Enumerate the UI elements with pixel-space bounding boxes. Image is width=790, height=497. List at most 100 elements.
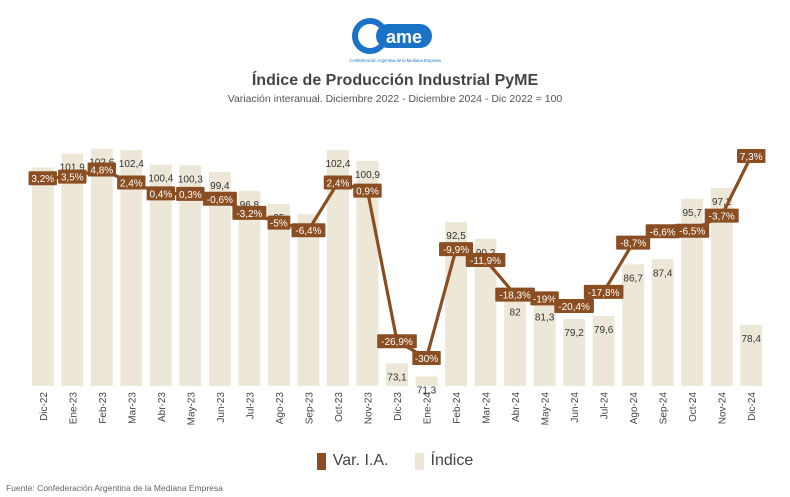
line-point-label: -9,9%	[443, 245, 469, 256]
bar-value-label: 97,2	[712, 197, 732, 208]
x-tick-label: Jul-24	[600, 392, 611, 420]
bar-value-label: 82	[510, 308, 522, 319]
bar-value-label: 71,3	[417, 386, 437, 397]
x-tick-label: Mar-24	[482, 392, 493, 424]
line-label-bg	[232, 205, 267, 220]
line-point-label: 3,5%	[61, 173, 84, 184]
line-label-bg	[645, 224, 680, 239]
line-point-label: -18,3%	[499, 291, 531, 302]
x-tick-label: May-23	[186, 392, 197, 426]
line-point-label: -20,4%	[558, 302, 590, 313]
bar	[297, 214, 320, 386]
bar	[149, 164, 172, 386]
line-label-bg	[58, 169, 87, 184]
line-point-label: 3,2%	[31, 174, 54, 185]
bar	[267, 203, 290, 386]
line-point-label: -26,9%	[381, 337, 413, 348]
x-tick-label: Jul-23	[245, 392, 256, 420]
x-tick-label: Abr-23	[157, 392, 168, 422]
x-tick-label: Ene-24	[423, 392, 434, 425]
bar-value-label: 92,5	[446, 231, 466, 242]
line-point-label: 2,4%	[120, 179, 143, 190]
bar	[327, 150, 349, 386]
chart-title: Índice de Producción Industrial PyME	[251, 72, 539, 89]
line-label-bg	[583, 284, 624, 299]
logo-caption: Confederación Argentina de la Mediana Em…	[349, 58, 441, 63]
bar-value-label: 102,4	[119, 159, 144, 170]
bar-value-label: 87,4	[653, 268, 673, 279]
line-label-bg	[323, 175, 353, 190]
line-label-bg	[737, 149, 766, 163]
line-label-bg	[377, 334, 417, 349]
bar-value-label: 101,9	[60, 163, 85, 174]
bar-value-label: 81,3	[535, 313, 555, 324]
chart-subtitle: Variación interanual. Diciembre 2022 - D…	[227, 93, 563, 105]
line-label-bg	[412, 351, 441, 365]
bar-value-label: 102,4	[325, 159, 350, 170]
bar	[651, 259, 674, 386]
bar	[120, 150, 143, 386]
bar	[31, 167, 54, 386]
line-label-bg	[495, 287, 535, 302]
bar	[474, 238, 497, 386]
x-tick-label: Ago-23	[275, 392, 286, 425]
bar	[710, 187, 733, 386]
line-label-bg	[439, 242, 474, 257]
line-point-label: 0,3%	[179, 190, 202, 201]
line-point-label: -17,8%	[588, 288, 620, 299]
bar-value-label: 73,1	[387, 372, 407, 383]
bar	[681, 198, 704, 386]
legend: Var. I.A. Índice	[0, 452, 790, 470]
legend-swatch-indice	[414, 452, 424, 470]
came-logo: ame Confederación Argentina de la Median…	[349, 18, 441, 63]
line-label-bg	[291, 223, 326, 238]
line-point-label: 0,4%	[149, 189, 172, 200]
bar-value-label: 100,4	[148, 174, 173, 185]
x-tick-label: Ago-24	[629, 392, 640, 425]
x-tick-label: Sep-24	[659, 392, 670, 425]
x-tick-label: Sep-23	[304, 392, 315, 425]
line-point-label: -8,7%	[620, 239, 646, 250]
line-point-label: 0,9%	[356, 187, 379, 198]
x-tick-label: Dic-23	[393, 392, 404, 421]
legend-item-var: Var. I.A.	[316, 452, 389, 470]
bar-value-label: 79,6	[594, 325, 614, 336]
x-tick-label: May-24	[541, 392, 552, 426]
line-point-label: -0,6%	[207, 195, 233, 206]
line-point-label: 4,8%	[90, 166, 113, 177]
line-label-bg	[28, 171, 57, 186]
bar	[238, 190, 261, 386]
source-note: Fuente: Confederación Argentina de la Me…	[6, 483, 223, 493]
x-tick-label: Oct-23	[334, 392, 345, 422]
line-label-bg	[353, 183, 382, 198]
bar-value-label: 78,4	[742, 334, 762, 345]
line-point-label: -6,5%	[679, 227, 705, 238]
logo-text: ame	[386, 27, 422, 47]
legend-item-indice: Índice	[414, 452, 473, 470]
x-tick-label: Ene-23	[68, 392, 79, 425]
bar-value-label: 95,7	[682, 208, 702, 219]
bar	[445, 222, 467, 386]
line-label-bg	[202, 191, 237, 206]
line-label-bg	[675, 223, 710, 238]
bar	[592, 316, 615, 386]
line-label-bg	[616, 235, 651, 250]
x-tick-label: Jun-23	[216, 392, 227, 423]
bar	[90, 148, 113, 386]
x-tick-label: Mar-23	[127, 392, 138, 424]
x-tick-label: Abr-24	[511, 392, 522, 422]
bar	[563, 318, 586, 386]
x-tick-label: Feb-24	[452, 392, 463, 424]
bar-value-label: 100,9	[355, 170, 380, 181]
line-label-bg	[176, 186, 205, 201]
line-point-label: 7,3%	[740, 152, 763, 163]
bar	[415, 376, 438, 386]
line-point-label: -6,6%	[650, 227, 676, 238]
x-tick-label: Oct-24	[688, 392, 699, 422]
chart: 100101,9102,6102,4100,4100,399,496,89593…	[28, 148, 766, 426]
line-point-label: -3,7%	[709, 212, 735, 223]
line-label-bg	[530, 291, 559, 306]
x-tick-label: Nov-24	[718, 392, 729, 425]
bar	[622, 264, 645, 386]
bar-value-label: 96,8	[240, 200, 260, 211]
